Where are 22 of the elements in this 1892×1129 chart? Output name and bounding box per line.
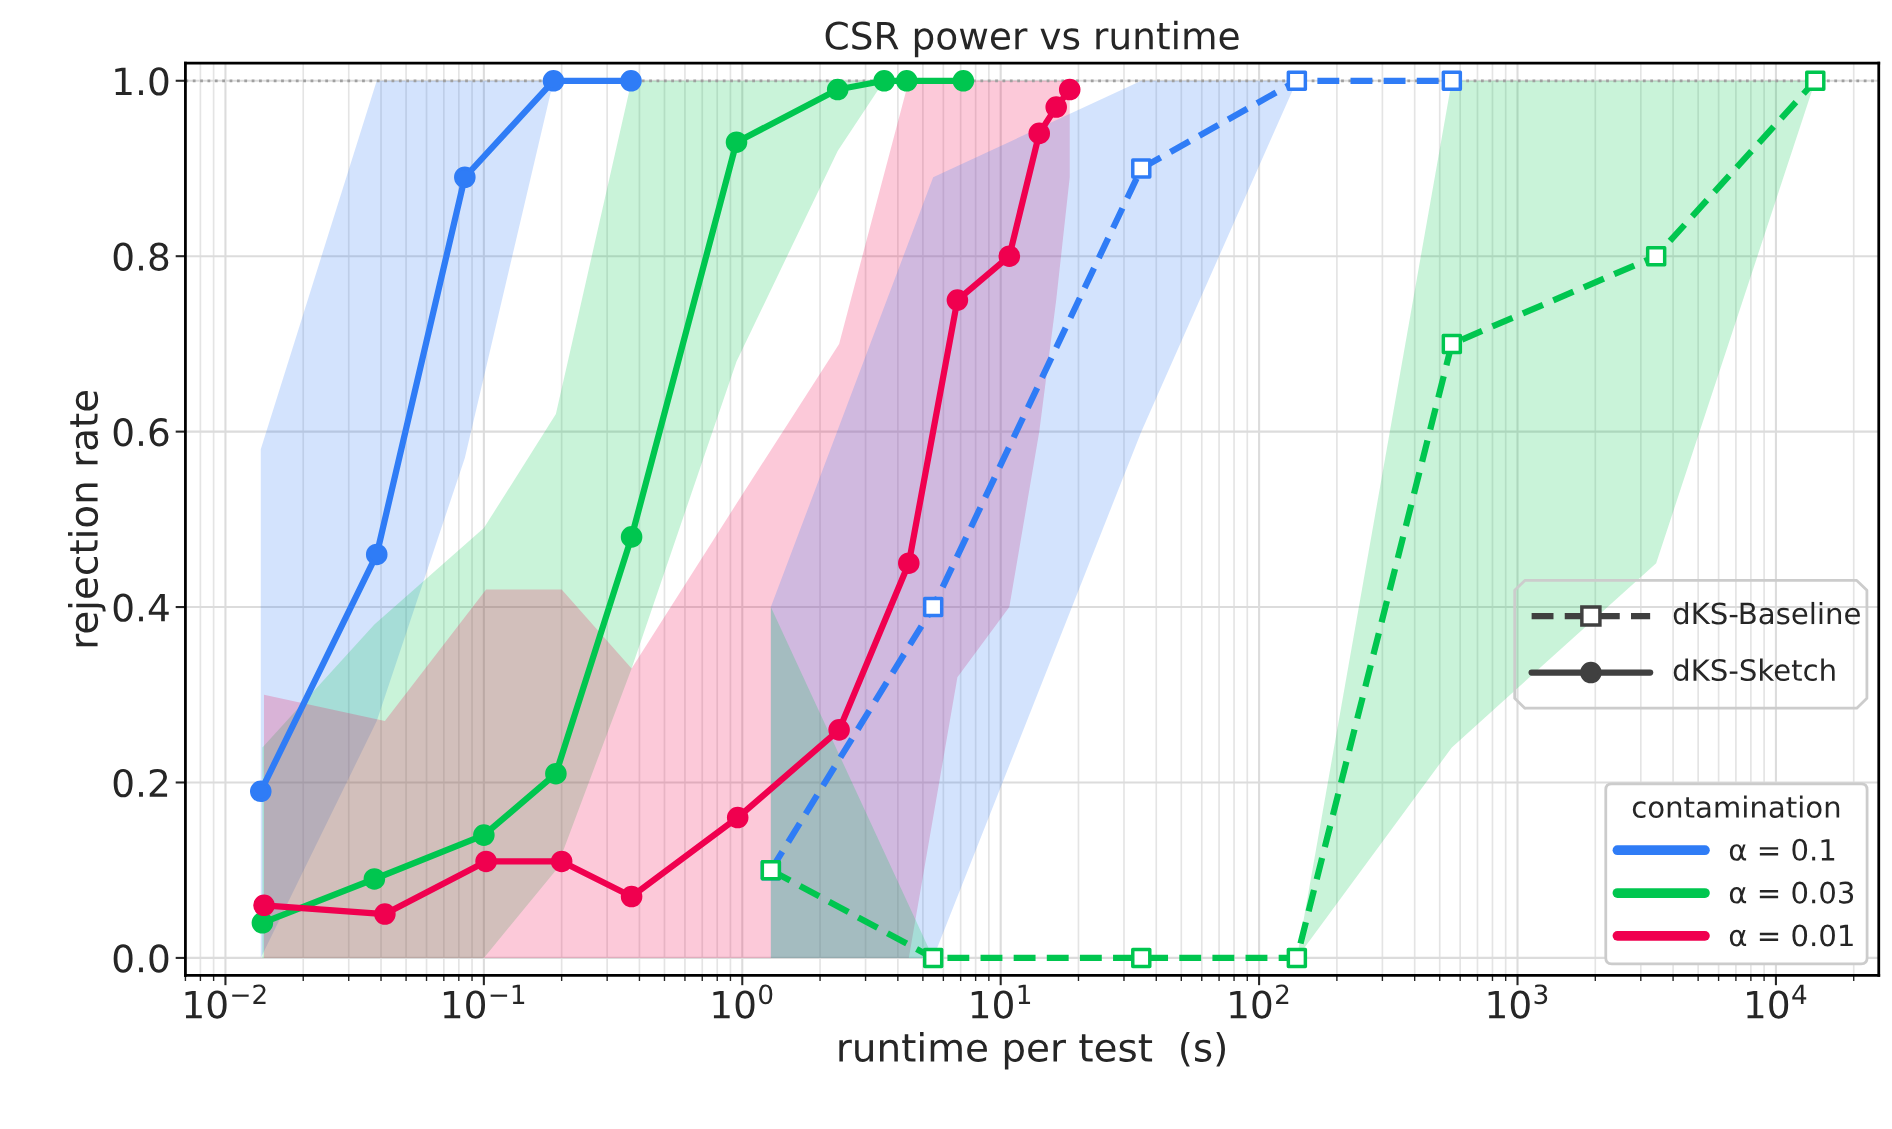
x-axis-title: runtime per test (s) bbox=[839, 1031, 1225, 1070]
legend-label: α = 0.01 bbox=[1729, 924, 1853, 947]
x-tick-label: 10$^{2}$ bbox=[1230, 984, 1289, 1019]
x-tick-label: 10$^{4}$ bbox=[1747, 984, 1807, 1019]
annotation: dKS-Sketch bbox=[1673, 658, 1835, 682]
x-tick-label: 10$^{−1}$ bbox=[443, 984, 525, 1019]
y-tick-label: 0.8 bbox=[113, 242, 169, 271]
chart-title: CSR power vs runtime bbox=[825, 20, 1239, 58]
y-tick-label: 0.6 bbox=[113, 418, 169, 447]
y-tick-label: 0.2 bbox=[113, 768, 168, 798]
x-tick-label: 10$^{0}$ bbox=[713, 984, 773, 1019]
annotation: dKS-Baseline bbox=[1673, 601, 1860, 625]
x-tick-label: 10$^{3}$ bbox=[1488, 984, 1548, 1019]
legend-label: α = 0.03 bbox=[1729, 881, 1854, 904]
x-tick-label: 10$^{1}$ bbox=[971, 984, 1031, 1019]
x-tick-label: 10$^{−2}$ bbox=[185, 984, 266, 1019]
y-axis-title: rejection rate bbox=[68, 390, 106, 647]
legend-title: contamination bbox=[1632, 795, 1840, 819]
y-tick-label: 0.4 bbox=[113, 593, 169, 622]
legend-label: α = 0.1 bbox=[1729, 838, 1835, 861]
y-tick-label: 0.0 bbox=[113, 944, 169, 973]
y-tick-label: 1.0 bbox=[115, 67, 169, 96]
